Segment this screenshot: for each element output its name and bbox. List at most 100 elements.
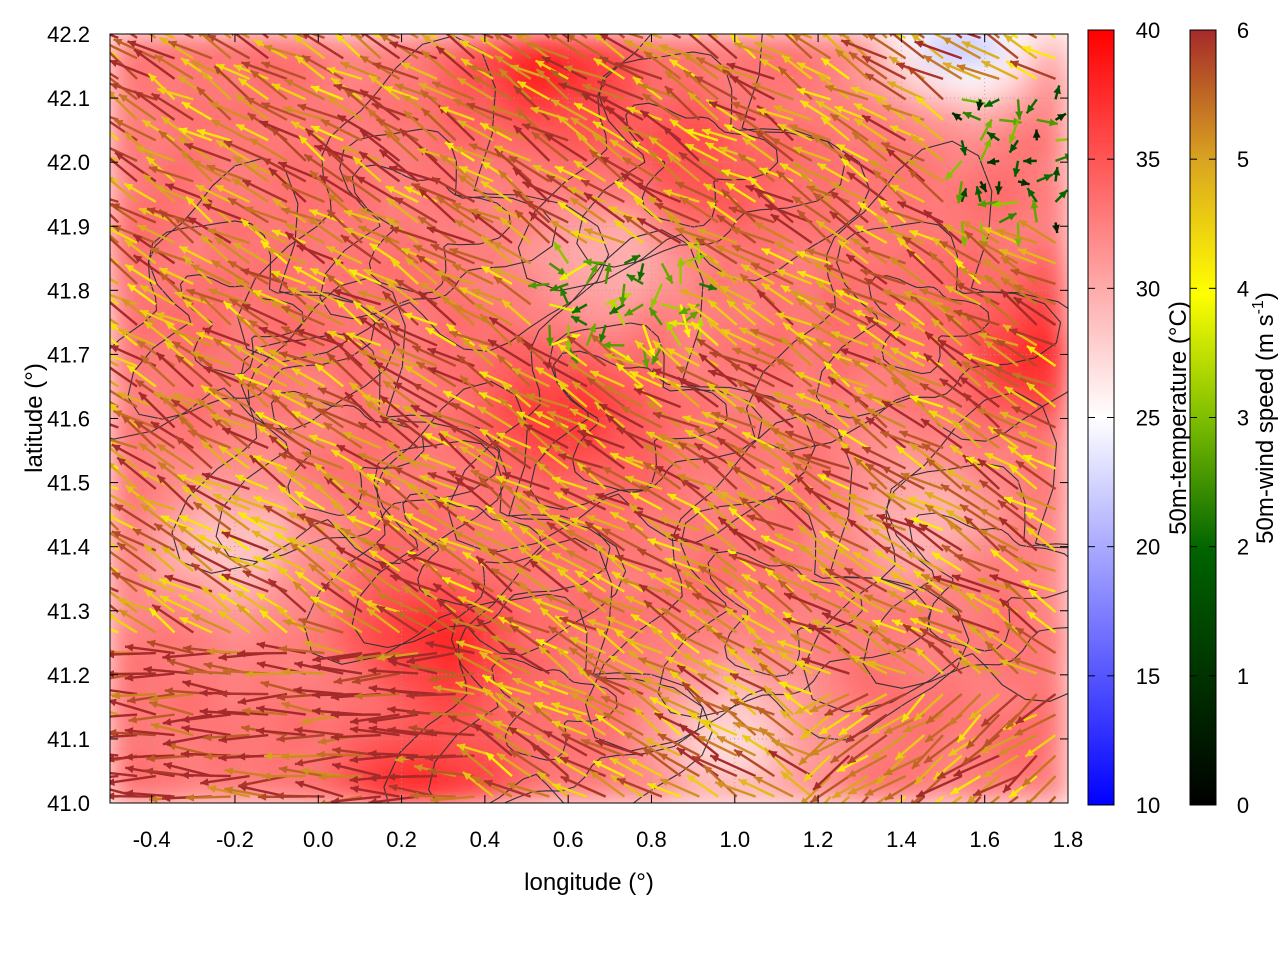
wind-arrow-head	[191, 350, 201, 359]
wind-arrow-head	[973, 788, 983, 796]
wind-arrow-head	[981, 61, 991, 69]
wind-arrow-head	[538, 446, 548, 455]
wind-arrow-head	[144, 544, 153, 554]
wind-arrow-head	[987, 157, 996, 166]
wind-arrow-head	[623, 215, 633, 224]
temperature-cell	[379, 535, 403, 568]
wind-arrow-head	[715, 781, 725, 789]
wind-arrow-head	[276, 693, 286, 702]
temperature-cell	[110, 34, 132, 65]
wind-arrow-head	[814, 421, 824, 430]
wind-arrow-shaft	[261, 34, 270, 39]
wind-arrow-head	[758, 581, 767, 590]
wind-arrow-shaft	[804, 486, 850, 511]
wind-arrow-head	[614, 629, 624, 638]
wind-arrow-shaft	[507, 725, 551, 757]
wind-arrow-head	[386, 198, 396, 207]
wind-arrow-shaft	[993, 34, 1001, 39]
wind-arrow-head	[864, 393, 874, 401]
wind-arrow-head	[457, 355, 466, 364]
wind-arrow-head	[980, 745, 990, 754]
wind-arrow-head	[654, 202, 664, 211]
temperature-cell	[296, 121, 320, 154]
wind-arrow-head	[216, 140, 226, 149]
wind-arrow-head	[333, 83, 343, 92]
temperature-cell	[962, 328, 986, 361]
wind-arrow-shaft	[320, 582, 363, 614]
temperature-cell	[754, 92, 778, 124]
wind-arrow-head	[110, 345, 120, 353]
wind-arrow-shaft	[396, 417, 438, 449]
wind-arrow-shaft	[124, 729, 175, 737]
wind-arrow-shaft	[745, 184, 794, 204]
wind-arrow-head	[269, 168, 278, 177]
wind-arrow-head	[428, 367, 438, 375]
wind-arrow-head	[460, 40, 470, 48]
contour-line	[862, 463, 1068, 689]
wind-arrow-head	[873, 170, 882, 179]
temperature-cell	[629, 269, 653, 302]
wind-arrow-head	[987, 132, 996, 140]
temperature-cell	[1046, 269, 1068, 302]
wind-arrow-head	[278, 765, 288, 774]
wind-arrow-head	[278, 645, 288, 654]
wind-arrow-head	[191, 264, 201, 272]
wind-arrow-head	[249, 163, 259, 171]
wind-arrow-head	[437, 25, 446, 33]
wind-arrow-head	[955, 194, 964, 204]
wind-arrow-head	[951, 647, 961, 656]
wind-arrow-head	[179, 542, 189, 552]
wind-arrow-head	[284, 79, 294, 87]
wind-arrow-head	[115, 152, 124, 161]
wind-arrow-head	[150, 17, 159, 24]
wind-arrow-head	[923, 55, 933, 64]
wind-arrow-shaft	[110, 336, 120, 347]
wind-arrow-head	[232, 178, 241, 187]
wind-arrow-head	[957, 733, 966, 743]
wind-arrow-head	[332, 288, 342, 297]
wind-arrow-head	[401, 62, 411, 70]
wind-arrow-head	[433, 684, 442, 693]
wind-arrow-head	[764, 686, 773, 695]
wind-arrow-head	[696, 57, 706, 65]
wind-arrow-head	[882, 289, 892, 297]
wind-arrow-head	[692, 756, 702, 764]
wind-arrow-head	[256, 660, 266, 669]
wind-arrow-head	[293, 35, 303, 44]
wind-arrow-head	[800, 731, 810, 740]
wind-arrow-head	[452, 264, 462, 272]
wind-arrow-head	[595, 492, 605, 501]
wind-arrow-head	[446, 324, 456, 333]
wind-arrow-head	[124, 673, 134, 682]
temperature-cell	[504, 180, 528, 213]
temperature-cell	[129, 387, 153, 420]
wind-arrow-head	[633, 197, 643, 207]
wind-arrow-head	[638, 83, 648, 91]
wind-arrow-head	[527, 9, 536, 17]
wind-arrow-head	[261, 102, 271, 110]
wind-arrow-head	[637, 218, 647, 226]
wind-arrow-head	[165, 321, 175, 330]
wind-arrow-head	[291, 368, 301, 376]
wind-arrow-head	[148, 73, 158, 83]
wind-arrow-shaft	[368, 669, 419, 675]
wind-arrow-shaft	[654, 712, 700, 737]
wind-arrow-head	[504, 616, 514, 625]
temperature-cell	[1046, 565, 1068, 597]
wind-arrow-head	[694, 76, 704, 84]
wind-arrow-head	[462, 772, 472, 781]
wind-arrow-head	[207, 34, 217, 43]
wind-arrow-shaft	[764, 34, 775, 39]
wind-arrow-head	[741, 264, 751, 273]
wind-arrow-head	[785, 430, 795, 438]
wind-arrow-head	[883, 768, 893, 776]
wind-arrow-shaft	[332, 289, 382, 306]
wind-arrow-shaft	[110, 51, 138, 80]
wind-arrow-head	[302, 351, 312, 360]
wind-arrow-head	[249, 138, 259, 147]
wind-arrow-head	[513, 3, 522, 11]
wind-arrow-head	[871, 726, 881, 734]
temperature-cell	[650, 387, 674, 420]
wind-arrow-shaft	[183, 142, 232, 163]
wind-arrow-head	[357, 536, 367, 545]
